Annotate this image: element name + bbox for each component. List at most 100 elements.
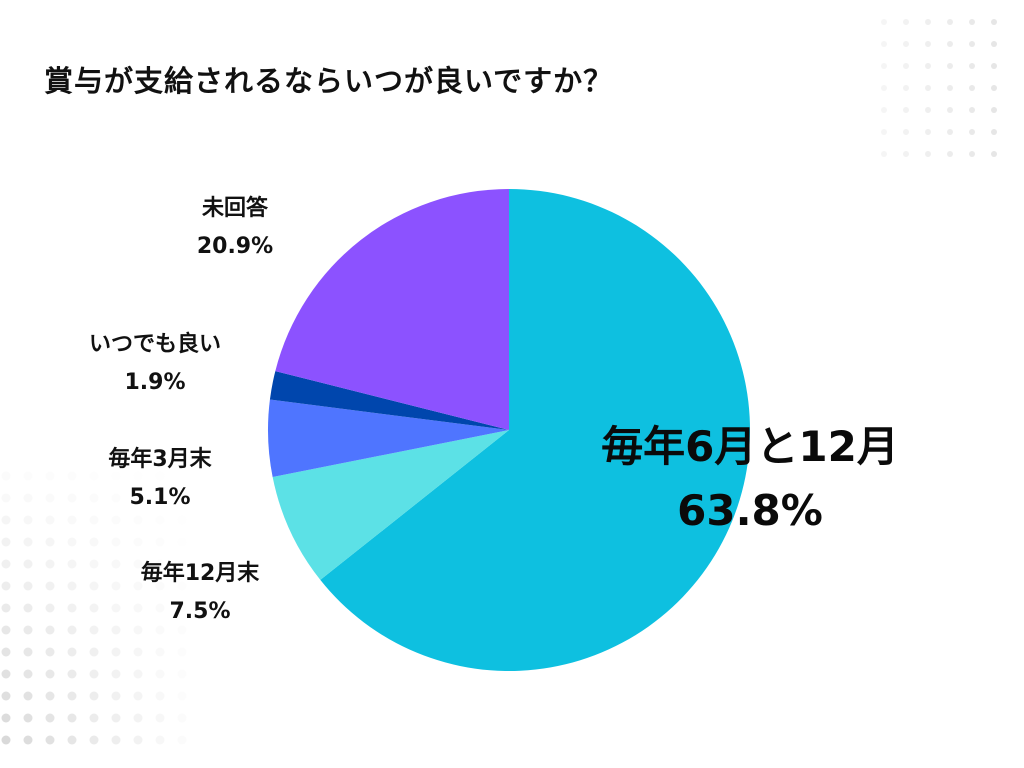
decorative-dot — [67, 625, 77, 635]
slice-label-anytime: いつでも良い 1.9% — [55, 326, 255, 402]
decorative-dot — [133, 493, 143, 503]
decorative-dot — [947, 129, 953, 135]
decorative-dot — [177, 691, 187, 701]
decorative-dot — [947, 151, 953, 157]
decorative-dot — [111, 735, 121, 745]
decorative-dot — [133, 713, 143, 723]
decorative-dot — [155, 669, 165, 679]
decorative-dot — [23, 625, 33, 635]
decorative-dot — [1, 515, 11, 525]
decorative-dot — [89, 691, 99, 701]
decorative-dot — [1, 625, 11, 635]
decorative-dot — [89, 669, 99, 679]
decorative-dot — [969, 63, 975, 69]
decorative-dot — [89, 515, 99, 525]
decorative-dot — [881, 107, 887, 113]
decorative-dot — [947, 107, 953, 113]
decorative-dot — [133, 691, 143, 701]
decorative-dot — [177, 669, 187, 679]
pie-slice-1 — [272, 430, 509, 580]
decorative-dot — [133, 735, 143, 745]
decorative-dot — [177, 537, 187, 547]
decorative-dot — [133, 559, 143, 569]
decorative-dot — [45, 493, 55, 503]
decorative-dot — [991, 151, 997, 157]
decorative-dot — [45, 515, 55, 525]
decorative-dot — [133, 515, 143, 525]
decorative-dot — [67, 559, 77, 569]
decorative-dot — [969, 19, 975, 25]
decorative-dot — [111, 647, 121, 657]
decorative-dot — [23, 537, 33, 547]
decorative-dot — [155, 515, 165, 525]
decorative-dot — [155, 603, 165, 613]
decorative-dot — [1, 691, 11, 701]
decorative-dot — [45, 603, 55, 613]
slice-label-no-answer: 未回答 20.9% — [170, 190, 300, 266]
decorative-dot — [903, 19, 909, 25]
decorative-dot — [925, 107, 931, 113]
decorative-dot — [969, 85, 975, 91]
decorative-dot — [881, 63, 887, 69]
slice-value-text: 1.9% — [124, 370, 186, 395]
decorative-dot — [111, 515, 121, 525]
decorative-dot — [67, 713, 77, 723]
decorative-dot — [133, 625, 143, 635]
decorative-dot — [991, 107, 997, 113]
slice-value-text: 5.1% — [129, 485, 191, 510]
decorative-dot — [969, 41, 975, 47]
slice-value-text: 63.8% — [677, 486, 823, 535]
decorative-dot — [67, 515, 77, 525]
decorative-dot — [23, 493, 33, 503]
decorative-dot — [925, 85, 931, 91]
decorative-dot — [45, 537, 55, 547]
decorative-dot — [969, 151, 975, 157]
decorative-dot — [89, 713, 99, 723]
decorative-dot — [1, 537, 11, 547]
decorative-dot — [89, 559, 99, 569]
decorative-dot — [111, 471, 121, 481]
decorative-dot — [991, 129, 997, 135]
decorative-dot — [1, 735, 11, 745]
decorative-dot — [881, 41, 887, 47]
decorative-dot — [1, 647, 11, 657]
pie-slice-2 — [267, 399, 509, 478]
decorative-dot — [67, 493, 77, 503]
decorative-dot — [155, 537, 165, 547]
decorative-dot — [155, 735, 165, 745]
decorative-dot — [155, 559, 165, 569]
decorative-dot — [111, 691, 121, 701]
decorative-dot — [991, 19, 997, 25]
decorative-dot — [67, 735, 77, 745]
decorative-dot — [1, 603, 11, 613]
decorative-dot — [881, 85, 887, 91]
decorative-dot-pattern — [1, 471, 187, 745]
decorative-dot — [947, 85, 953, 91]
decorative-dot — [881, 19, 887, 25]
pie-slice-0 — [320, 189, 751, 671]
decorative-dot — [925, 19, 931, 25]
decorative-dot — [67, 581, 77, 591]
decorative-dot-pattern — [881, 19, 997, 157]
decorative-dot — [133, 581, 143, 591]
decorative-dot — [133, 647, 143, 657]
decorative-dot — [111, 713, 121, 723]
decorative-dot — [45, 647, 55, 657]
decorative-dot — [177, 713, 187, 723]
slice-label-december-end: 毎年12月末 7.5% — [110, 555, 290, 631]
decorative-dot — [23, 647, 33, 657]
slice-label-text: 毎年6月と12月 — [601, 422, 899, 471]
decorative-dot — [881, 151, 887, 157]
decorative-dot — [23, 471, 33, 481]
decorative-dot — [89, 625, 99, 635]
decorative-dot — [903, 129, 909, 135]
decorative-dot — [947, 41, 953, 47]
decorative-dot — [903, 107, 909, 113]
decorative-dot — [925, 41, 931, 47]
decorative-dot — [1, 581, 11, 591]
decorative-dot — [903, 41, 909, 47]
decorative-dot — [23, 735, 33, 745]
decorative-dot — [45, 735, 55, 745]
decorative-dot — [177, 559, 187, 569]
